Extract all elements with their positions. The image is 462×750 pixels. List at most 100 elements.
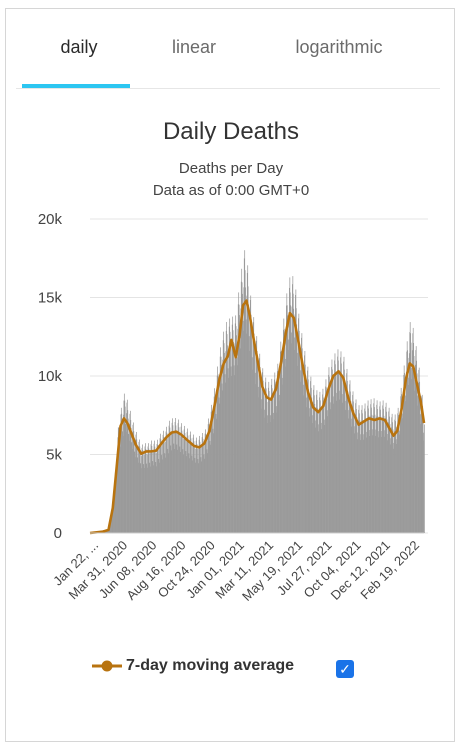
daily-deaths-bar [214, 394, 216, 533]
daily-deaths-bar [117, 437, 119, 533]
daily-deaths-bar [154, 440, 155, 533]
daily-deaths-bar [315, 407, 317, 533]
daily-deaths-bar [288, 349, 289, 533]
daily-deaths-bar [126, 413, 127, 533]
daily-deaths-bar [178, 419, 179, 533]
daily-deaths-bar [285, 330, 287, 533]
daily-deaths-bar [135, 431, 137, 533]
daily-deaths-bar [325, 379, 327, 533]
daily-deaths-bar [230, 343, 231, 533]
daily-deaths-bar [153, 443, 155, 533]
daily-deaths-bar [160, 439, 162, 533]
daily-deaths-bar [345, 409, 347, 533]
tab-daily[interactable]: daily [22, 22, 136, 88]
daily-deaths-bar [245, 287, 246, 533]
daily-deaths-bar [255, 384, 256, 533]
daily-deaths-bar [227, 368, 229, 533]
daily-deaths-bar [283, 329, 284, 533]
daily-deaths-bar [417, 382, 419, 533]
daily-deaths-bar [182, 449, 184, 533]
daily-deaths-bar [121, 418, 123, 533]
daily-deaths-bar [295, 289, 297, 533]
daily-deaths-bar [344, 369, 345, 533]
daily-deaths-bar [183, 429, 185, 533]
daily-deaths-bar [300, 353, 302, 533]
daily-deaths-bar [112, 506, 114, 533]
daily-deaths-bar [205, 434, 207, 533]
daily-deaths-bar [113, 502, 114, 533]
daily-deaths-bar [286, 305, 288, 533]
daily-deaths-bar [114, 489, 115, 533]
daily-deaths-bar [233, 365, 235, 533]
daily-deaths-bar [301, 337, 302, 533]
daily-deaths-bar [242, 293, 243, 533]
daily-deaths-bar [243, 287, 245, 533]
daily-deaths-bar [151, 446, 153, 533]
daily-deaths-bar [224, 352, 225, 533]
daily-deaths-bar [281, 358, 283, 533]
daily-deaths-bar [235, 326, 237, 533]
daily-deaths-bar [357, 439, 359, 533]
daily-deaths-bar [121, 413, 123, 533]
daily-deaths-bar [218, 380, 219, 533]
daily-deaths-bar [223, 331, 225, 533]
daily-deaths-bar [302, 361, 304, 533]
daily-deaths-bar [201, 446, 203, 533]
daily-deaths-bar [212, 428, 214, 533]
daily-deaths-bar [135, 434, 137, 533]
daily-deaths-bar [166, 426, 167, 533]
daily-deaths-bar [300, 381, 301, 533]
daily-deaths-bar [270, 421, 271, 533]
daily-deaths-bar [415, 350, 417, 533]
daily-deaths-bar [305, 376, 307, 533]
chart-subtitle-line-1: Deaths per Day [178, 160, 284, 177]
daily-deaths-bar [200, 461, 202, 533]
daily-deaths-bar [388, 407, 390, 533]
daily-deaths-bar [178, 433, 180, 533]
daily-deaths-bar [377, 409, 378, 533]
daily-deaths-bar [278, 378, 280, 533]
daily-deaths-bar [382, 400, 384, 533]
daily-deaths-bar [242, 320, 244, 533]
daily-deaths-bar [169, 433, 171, 533]
daily-deaths-bar [224, 374, 226, 533]
daily-deaths-bar [308, 408, 310, 533]
daily-deaths-bar [407, 350, 408, 533]
daily-deaths-bar [178, 427, 180, 533]
daily-deaths-bar [118, 432, 120, 533]
daily-deaths-bar [360, 440, 362, 533]
daily-deaths-bar [401, 394, 402, 533]
daily-deaths-bar [252, 322, 254, 533]
daily-deaths-bar [191, 444, 192, 533]
daily-deaths-bar [419, 394, 421, 533]
daily-deaths-bar [220, 347, 221, 533]
daily-deaths-bar [159, 438, 161, 533]
daily-deaths-bar [194, 462, 196, 533]
daily-deaths-bar [254, 347, 255, 533]
tab-logarithmic[interactable]: logarithmic [274, 22, 404, 86]
daily-deaths-bar [279, 400, 280, 533]
daily-deaths-bar [218, 397, 220, 533]
daily-deaths-bar [185, 451, 187, 533]
daily-deaths-bar [163, 442, 165, 533]
daily-deaths-bar [342, 402, 344, 533]
daily-deaths-bar [197, 459, 199, 533]
daily-deaths-bar [344, 400, 346, 533]
daily-deaths-bar [327, 391, 329, 533]
daily-deaths-bar [219, 375, 221, 533]
tab-linear[interactable]: linear [144, 22, 244, 86]
daily-deaths-bar [213, 396, 215, 533]
daily-deaths-bar [180, 436, 182, 533]
daily-deaths-bar [153, 452, 154, 533]
daily-deaths-bar [240, 281, 242, 533]
chart-title: Daily Deaths [162, 118, 300, 145]
daily-deaths-bar [394, 414, 396, 533]
daily-deaths-bar [416, 360, 418, 533]
moving-average-checkbox[interactable]: ✓ [336, 660, 354, 678]
daily-deaths-bar [168, 425, 170, 533]
daily-deaths-bar [290, 305, 292, 533]
daily-deaths-bar [282, 384, 283, 533]
daily-deaths-bar [379, 401, 381, 533]
daily-deaths-bar [391, 413, 393, 533]
daily-deaths-bar [188, 458, 190, 533]
